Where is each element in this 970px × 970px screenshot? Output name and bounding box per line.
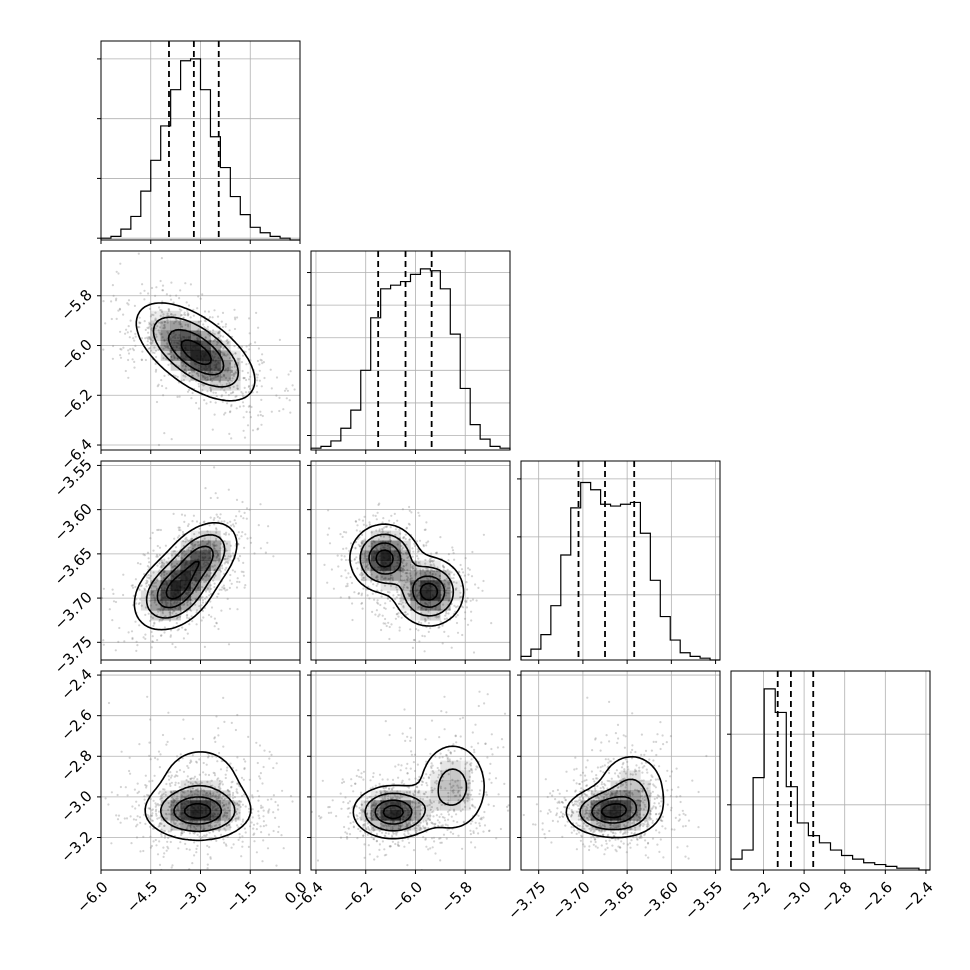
scatter-points: [311, 690, 510, 870]
x-tick-label-p0: −4.5: [123, 878, 161, 916]
density-panel-p2-p3: [517, 670, 721, 874]
contour-level-2: [156, 545, 214, 609]
y-tick-label-p1: −6.0: [57, 336, 95, 374]
histogram-panel-p0: [97, 40, 301, 244]
y-tick-label-p3: −2.8: [57, 746, 95, 784]
x-tick-label-p2: −3.55: [681, 878, 726, 923]
histogram-p0: [100, 58, 300, 241]
x-tick-label-p1: −5.8: [437, 878, 475, 916]
panel-frame: [310, 250, 511, 451]
density-panel-p0-p1: [97, 250, 301, 454]
contour-level-1: [145, 534, 226, 619]
contour-level-2: [374, 799, 413, 825]
histogram-p3: [730, 688, 930, 871]
contour-level-0: [565, 755, 665, 839]
panel-frame: [520, 460, 721, 661]
x-tick-label-p1: −6.2: [338, 878, 376, 916]
histogram-p2: [520, 481, 720, 661]
contour-level-2: [368, 542, 446, 608]
histogram-panel-p1: [307, 250, 511, 454]
x-tick-label-p1: −6.0: [388, 878, 426, 916]
panel-frame: [100, 40, 301, 241]
histogram-panel-p2: [517, 460, 721, 664]
contour-level-3: [600, 803, 628, 819]
scatter-points: [522, 696, 708, 860]
y-tick-label-p2: −3.70: [51, 588, 96, 633]
x-tick-label-p3: −2.6: [858, 878, 896, 916]
contour-level-3: [375, 549, 439, 601]
contour-level-1: [359, 533, 455, 617]
contour-level-1: [152, 316, 240, 388]
histogram-panel-p3: [727, 670, 931, 874]
y-tick-label-p2: −3.75: [51, 632, 96, 677]
y-tick-label-p3: −3.2: [57, 828, 95, 866]
density-cells: [160, 780, 241, 831]
contour-level-3: [382, 804, 404, 820]
panel-frame: [310, 460, 511, 661]
contour-level-1: [579, 778, 650, 831]
contour-level-3: [184, 802, 212, 819]
panel-frame: [100, 460, 301, 661]
histogram-p1: [310, 268, 511, 450]
density-panel-p1-p2: [307, 460, 511, 664]
x-tick-label-p0: −1.5: [223, 878, 261, 916]
contour-level-0: [352, 745, 485, 840]
x-tick-label-p3: −3.2: [736, 878, 774, 916]
panel-frame: [520, 670, 721, 871]
contour-level-0: [349, 523, 465, 627]
density-cells: [140, 530, 231, 621]
y-tick-label-p2: −3.65: [51, 544, 96, 589]
contour-level-1: [160, 784, 236, 833]
density-panel-p0-p2: [97, 460, 301, 664]
density-panel-p0-p3: [97, 670, 301, 874]
contour-level-0: [144, 751, 252, 842]
contour-level-3: [180, 339, 212, 366]
density-panel-p1-p3: [307, 670, 511, 874]
x-tick-label-p2: −3.75: [504, 878, 549, 923]
y-tick-label-p1: −6.2: [57, 385, 95, 423]
contour-level-2: [591, 795, 638, 824]
contour-level-1: [364, 768, 468, 832]
panel-frame: [730, 670, 931, 871]
y-tick-label-p1: −5.8: [57, 286, 95, 324]
panel-frame: [100, 250, 301, 451]
x-tick-label-p2: −3.70: [548, 878, 593, 923]
contour-level-2: [173, 796, 222, 825]
panel-frame: [100, 670, 301, 871]
x-tick-label-p0: −6.0: [73, 878, 111, 916]
y-tick-label-p3: −2.6: [57, 706, 95, 744]
x-tick-label-p2: −3.60: [637, 878, 682, 923]
x-tick-label-p3: −2.4: [898, 878, 936, 916]
contour-level-3: [165, 560, 200, 600]
x-tick-label-p2: −3.65: [593, 878, 638, 923]
x-tick-label-p3: −2.8: [817, 878, 855, 916]
x-tick-label-p0: −3.0: [173, 878, 211, 916]
y-tick-label-p2: −3.60: [51, 500, 96, 545]
contour-level-2: [167, 328, 225, 376]
x-tick-label-p3: −3.0: [776, 878, 814, 916]
contour-level-0: [135, 302, 256, 402]
panel-frame: [310, 670, 511, 871]
y-tick-label-p3: −3.0: [57, 787, 95, 825]
contour-level-0: [133, 522, 238, 631]
